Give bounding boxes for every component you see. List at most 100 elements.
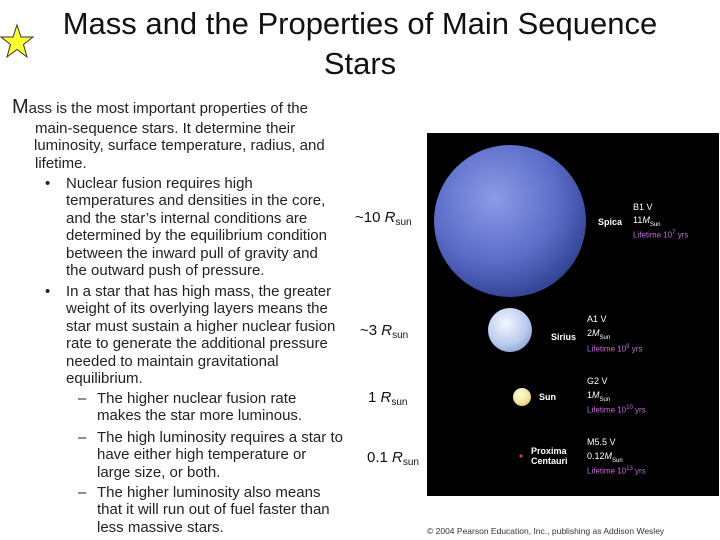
bullet-line: temperatures and densities in the core, [66,192,326,210]
bullet-line: star must sustain a higher nuclear fusio… [66,317,336,335]
mass-unit: M [592,328,600,338]
mass-value: 11 [633,215,643,225]
lifetime-suffix: yrs [629,344,643,354]
bullet-marker: • [45,175,51,192]
bullet-line: rate to generate the additional pressure [66,335,328,353]
mass-unit: M [642,215,650,225]
radius-label-spica: ~10 Rsun [355,209,412,228]
lifetime-suffix: yrs [675,230,689,240]
star-icon [0,23,34,59]
lifetime-prefix: Lifetime 10 [633,230,673,240]
mass-subscript: Sun [612,457,623,464]
sub-bullet-line: that it will run out of fuel faster than [97,501,330,519]
star-name-spica: Spica [598,217,623,227]
spica-star-icon [434,145,586,297]
page-title: Mass and the Properties of Main Sequence… [0,4,720,84]
lifetime-prefix: Lifetime 10 [587,466,627,476]
mass-value: 0.12 [587,451,605,461]
bullet-line: needed to maintain gravitational [66,352,279,370]
radius-symbol: R [392,449,403,466]
intro-body: main-sequence stars. It determine their … [34,120,325,172]
star-comparison-figure: Spica B1 V 11MSun Lifetime 107 yrs Siriu… [427,133,719,496]
figure-copyright: © 2004 Pearson Education, Inc., publishi… [427,526,665,536]
spectral-type-sirius: A1 V [587,314,607,324]
radius-subscript: sun [391,397,408,408]
radius-label-proxima: 0.1 Rsun [367,449,419,468]
sub-bullet-line: The higher nuclear fusion rate [97,390,297,407]
title-line-2: Stars [323,46,397,81]
spectral-type-spica: B1 V [633,202,653,212]
intro-line: lifetime. [35,154,87,172]
bullet-line: equilibrium. [66,370,143,388]
mass-unit: M [592,390,600,400]
title-line-1: Mass and the Properties of Main Sequence [62,6,658,41]
mass-subscript: Sun [599,396,611,403]
mass-sun: 1MSun [587,390,610,403]
bullet-line: the outward push of pressure. [66,262,265,280]
star-name-sun: Sun [539,392,556,402]
star-name-sirius: Sirius [551,332,577,342]
bullet-marker: • [45,283,51,300]
proxima-centauri-star-icon [519,454,523,458]
spectral-type-sun: G2 V [587,376,608,386]
intro-first-line: Mass is the most important properties of… [12,96,308,119]
lifetime-exponent: 10 [626,405,633,411]
sub-bullet-marker: – [78,484,87,501]
sub-bullet-line: large size, or both. [97,463,221,481]
mass-spica: 11MSun [633,215,661,228]
bullet-text: Nuclear fusion requires high temperature… [66,175,327,279]
bullet-text: In a star that has high mass, the greate… [66,283,335,387]
lifetime-sirius: Lifetime 109 yrs [587,344,642,354]
sub-bullet-text: The high luminosity requires a star to h… [97,429,343,481]
mass-subscript: Sun [649,221,661,228]
radius-symbol: R [381,322,393,339]
sub-bullet-line: makes the star more luminous. [97,407,303,425]
mass-sirius: 2MSun [587,328,610,341]
sub-bullet-text: The higher luminosity also means that it… [97,484,330,536]
radius-label-sun: 1 Rsun [368,389,407,408]
bullet-line: weight of its overlying layers means the [66,300,328,318]
mass-value: 1 [587,390,593,400]
lifetime-exponent: 7 [672,230,676,236]
star-figure-graphic [434,145,586,458]
mass-unit: M [604,451,613,461]
star-name-line: Centauri [531,456,568,466]
radius-symbol: R [380,389,392,406]
radius-prefix: ~3 [360,322,382,339]
radius-subscript: sun [395,217,412,228]
lifetime-exponent: 9 [626,344,630,350]
radius-prefix: 1 [368,389,381,406]
radius-subscript: sun [392,330,409,341]
bullet-line: Nuclear fusion requires high [66,175,253,192]
lifetime-exponent: 13 [626,466,633,472]
sub-bullet-line: The higher luminosity also means [97,484,321,501]
radius-prefix: ~10 [355,209,385,226]
mass-proxima-centauri: 0.12MSun [587,451,623,464]
intro-line: luminosity, surface temperature, radius,… [34,137,325,155]
sub-bullet-line: The high luminosity requires a star to [97,429,343,446]
bullet-line: In a star that has high mass, the greate… [66,283,332,300]
lifetime-sun: Lifetime 1010 yrs [587,405,646,415]
star-name-proxima-centauri: Proxima Centauri [531,446,568,466]
sun-star-icon [513,388,531,406]
sub-bullet-marker: – [78,390,87,407]
bullet-line: determined by the equilibrium condition [66,227,327,245]
radius-subscript: sun [402,457,419,468]
lifetime-suffix: yrs [632,405,646,415]
star-name-line: Proxima [531,446,567,456]
intro-initial: M [12,96,29,118]
intro-line: main-sequence stars. It determine their [35,120,296,137]
radius-label-sirius: ~3 Rsun [360,322,408,341]
sub-bullet-text: The higher nuclear fusion rate makes the… [97,390,302,425]
mass-value: 2 [587,328,593,338]
bullet-line: between the inward pull of gravity and [66,244,318,262]
radius-symbol: R [384,209,396,226]
sirius-star-icon [488,308,532,352]
lifetime-proxima-centauri: Lifetime 1013 yrs [587,466,646,476]
intro-line-rest: ass is the most important properties of … [28,100,308,117]
lifetime-suffix: yrs [632,466,646,476]
sub-bullet-line: less massive stars. [97,518,224,536]
lifetime-prefix: Lifetime 10 [587,405,627,415]
lifetime-spica: Lifetime 107 yrs [633,230,688,240]
lifetime-prefix: Lifetime 10 [587,344,627,354]
